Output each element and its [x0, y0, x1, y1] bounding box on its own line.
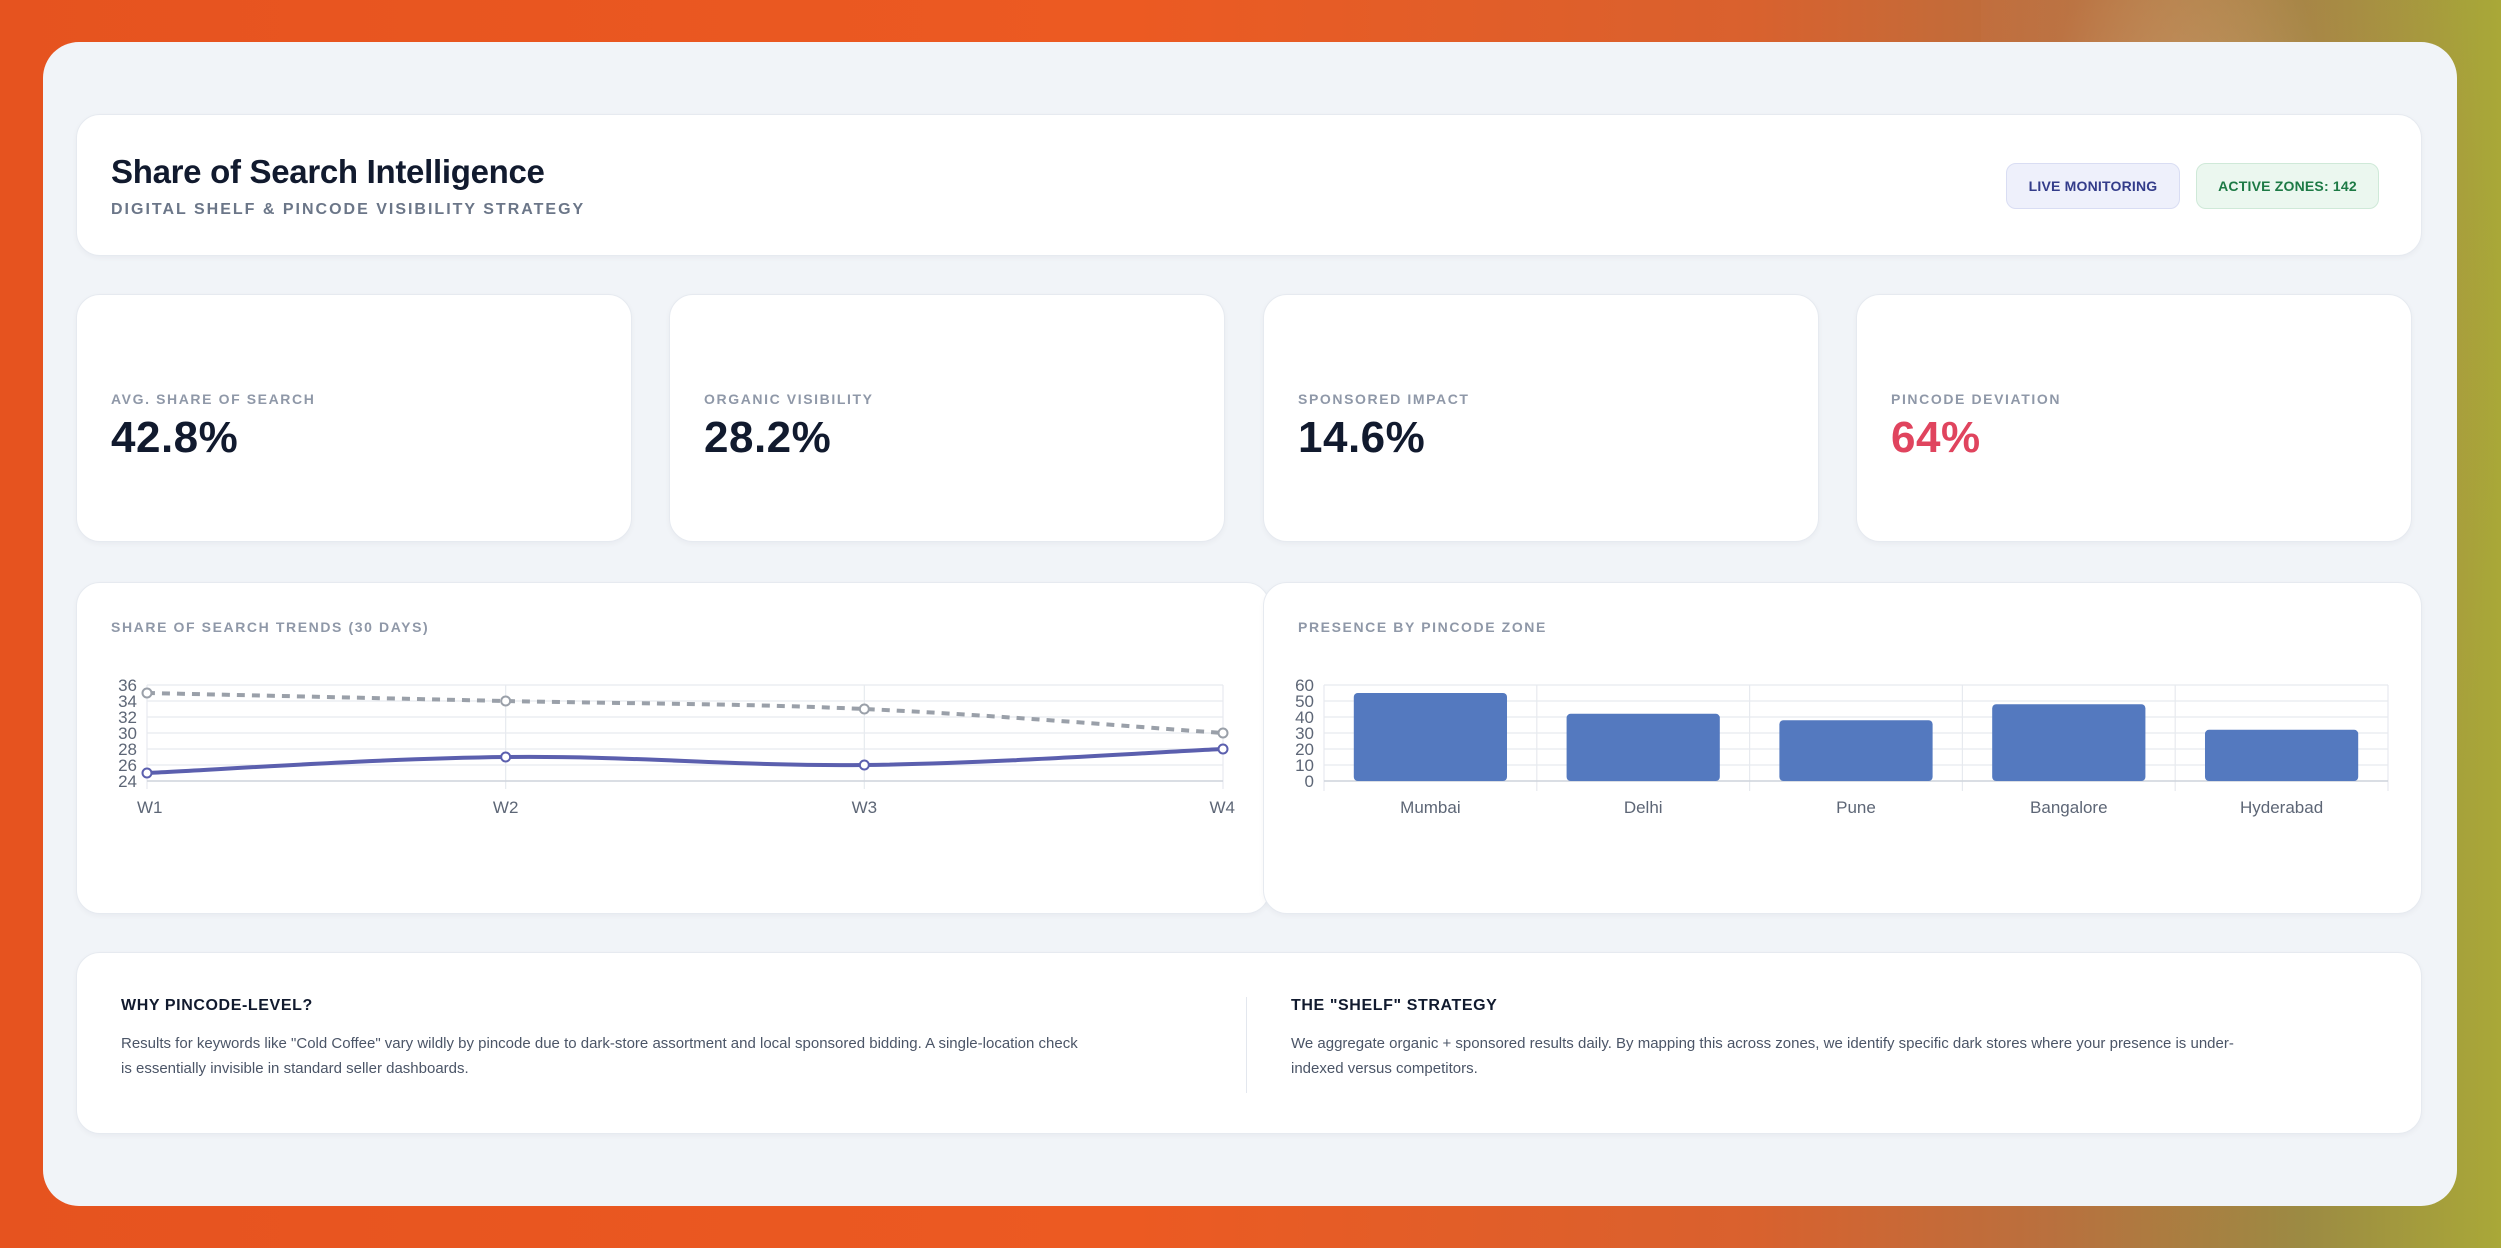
- info-left-line1: Results for keywords like "Cold Coffee" …: [121, 1035, 1078, 1052]
- data-point: [1217, 743, 1229, 755]
- trend-chart-card: SHARE OF SEARCH TRENDS (30 DAYS) 24 26 28 3…: [76, 582, 1270, 914]
- kpi-label: PINCODE DEVIATION: [1891, 391, 2062, 407]
- info-divider: [1246, 997, 1247, 1093]
- y-tick-label: 20: [1295, 740, 1314, 759]
- page-title: Share of Search Intelligence: [111, 153, 545, 190]
- kpi-value: 42.8%: [111, 413, 239, 462]
- data-point: [858, 703, 870, 715]
- y-tick-label: 32: [118, 708, 137, 727]
- kpi-value: 14.6%: [1298, 413, 1426, 462]
- y-tick-label: 10: [1295, 756, 1314, 775]
- y-tick-label: 40: [1295, 708, 1314, 727]
- y-tick-label: 30: [118, 724, 137, 743]
- kpi-card-pincode-deviation: PINCODE DEVIATION 64%: [1856, 294, 2412, 542]
- y-tick-label: 26: [118, 756, 137, 775]
- dashboard-frame: Share of Search Intelligence DIGITAL SHE…: [43, 42, 2457, 1206]
- kpi-value: 28.2%: [704, 413, 832, 462]
- chart-title: SHARE OF SEARCH TRENDS (30 DAYS): [111, 619, 430, 635]
- live-monitoring-badge[interactable]: LIVE MONITORING: [2006, 163, 2180, 209]
- y-tick-label: 60: [1295, 676, 1314, 695]
- y-tick-label: 30: [1295, 724, 1314, 743]
- kpi-card-avg-share: AVG. SHARE OF SEARCH 42.8%: [76, 294, 632, 542]
- kpi-label: AVG. SHARE OF SEARCH: [111, 391, 316, 407]
- info-right-text: We aggregate organic + sponsored results…: [1291, 1031, 2391, 1081]
- kpi-value: 64%: [1891, 413, 1981, 462]
- x-tick-label: W1: [137, 798, 163, 817]
- data-point: [500, 695, 512, 707]
- data-point: [858, 759, 870, 771]
- chart-title: PRESENCE BY PINCODE ZONE: [1298, 619, 1547, 635]
- x-tick-label: Bangalore: [2030, 798, 2108, 817]
- kpi-label: ORGANIC VISIBILITY: [704, 391, 874, 407]
- y-tick-label: 24: [118, 772, 137, 791]
- data-point: [1217, 727, 1229, 739]
- pincode-chart-card: PRESENCE BY PINCODE ZONE 0 10 20 30 40 50 60 Mu…: [1263, 582, 2422, 914]
- active-zones-badge[interactable]: ACTIVE ZONES: 142: [2196, 163, 2379, 209]
- info-left-title: WHY PINCODE-LEVEL?: [121, 997, 313, 1014]
- x-tick-label: Pune: [1836, 798, 1876, 817]
- x-tick-label: W3: [852, 798, 878, 817]
- y-tick-label: 50: [1295, 692, 1314, 711]
- y-tick-label: 0: [1305, 772, 1314, 791]
- y-tick-label: 36: [118, 676, 137, 695]
- kpi-card-organic-visibility: ORGANIC VISIBILITY 28.2%: [669, 294, 1225, 542]
- bar-pune: [1779, 720, 1933, 781]
- series-line-1: [146, 747, 1224, 775]
- x-tick-label: Delhi: [1624, 798, 1663, 817]
- data-point: [141, 767, 153, 779]
- info-right-line2: indexed versus competitors.: [1291, 1060, 1478, 1077]
- data-point: [141, 687, 153, 699]
- info-left-text: Results for keywords like "Cold Coffee" …: [121, 1031, 1221, 1081]
- y-tick-label: 28: [118, 740, 137, 759]
- info-panel: WHY PINCODE-LEVEL? Results for keywords …: [76, 952, 2422, 1134]
- kpi-card-sponsored-impact: SPONSORED IMPACT 14.6%: [1263, 294, 1819, 542]
- page-subtitle: DIGITAL SHELF & PINCODE VISIBILITY STRAT…: [111, 201, 586, 218]
- dashboard-header: Share of Search Intelligence DIGITAL SHE…: [76, 114, 2422, 256]
- x-tick-label: W4: [1210, 798, 1236, 817]
- data-point: [500, 751, 512, 763]
- bar-mumbai: [1353, 693, 1508, 781]
- bar-delhi: [1566, 713, 1720, 781]
- bar-hyderabad: [2204, 729, 2359, 781]
- y-tick-label: 34: [118, 692, 137, 711]
- x-tick-label: W2: [493, 798, 518, 817]
- kpi-label: SPONSORED IMPACT: [1298, 391, 1470, 407]
- info-right-line1: We aggregate organic + sponsored results…: [1291, 1035, 2234, 1052]
- series-line-0: [146, 691, 1224, 735]
- info-right-title: THE "SHELF" STRATEGY: [1291, 997, 1498, 1014]
- bar-bangalore: [1992, 704, 2146, 781]
- info-left-line2: is essentially invisible in standard sel…: [121, 1060, 469, 1077]
- x-tick-label: Mumbai: [1400, 798, 1460, 817]
- x-tick-label: Hyderabad: [2240, 798, 2323, 817]
